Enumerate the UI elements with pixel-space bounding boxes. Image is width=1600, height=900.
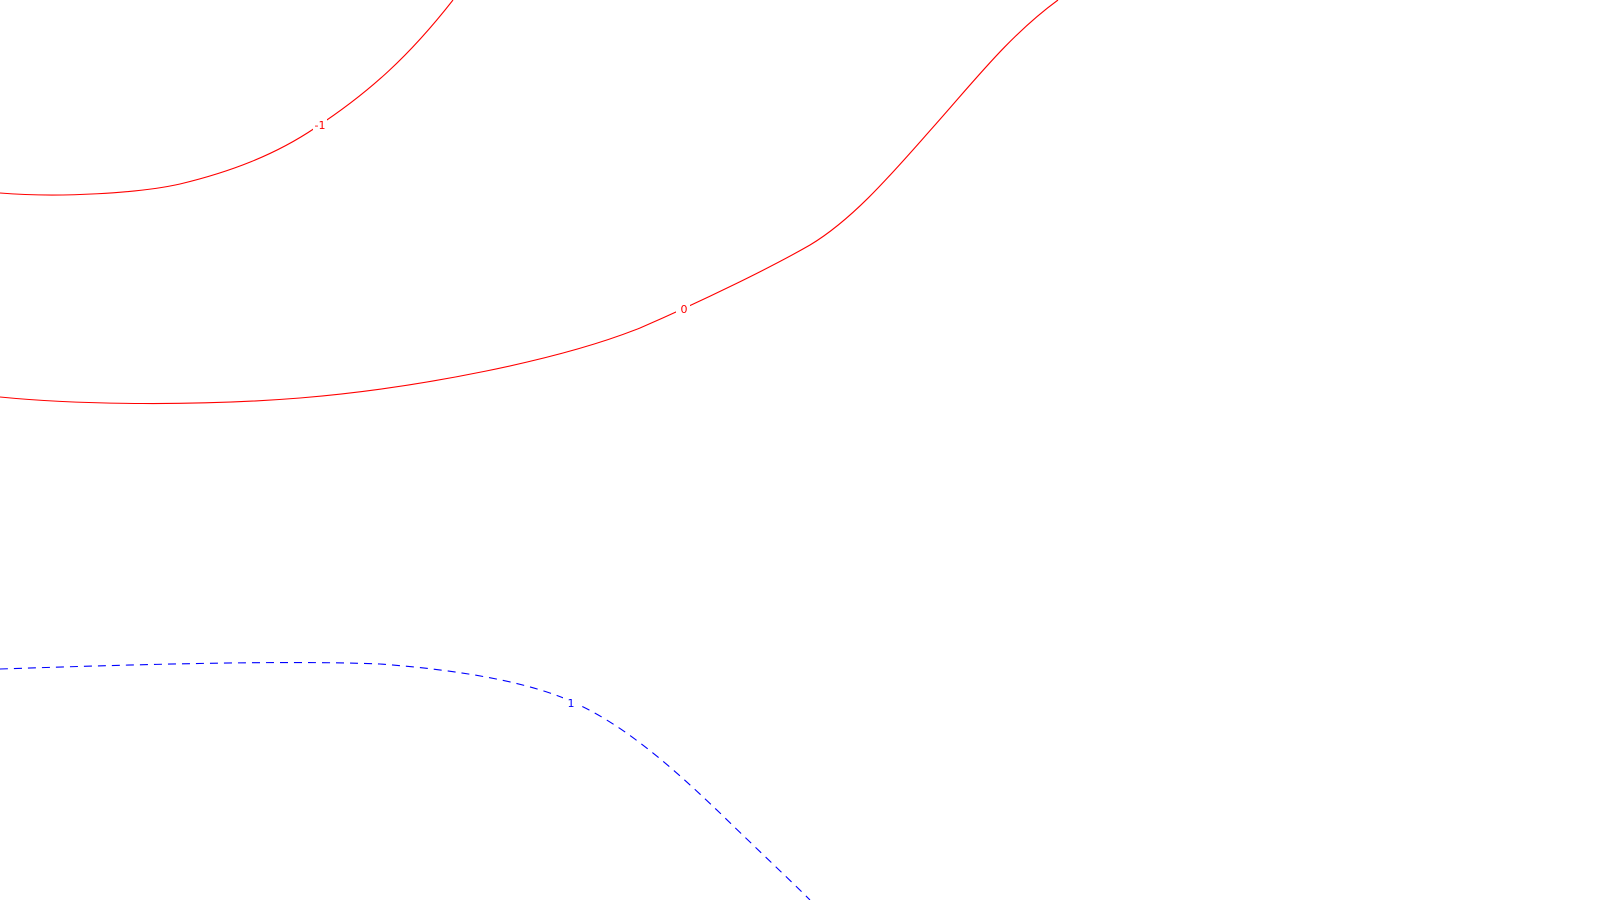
contour-label-1: 1 <box>568 697 575 710</box>
contour-group-neg1: -1 <box>0 0 454 196</box>
contour-group-0: 0 <box>0 0 1059 405</box>
contour-label-bg-neg1 <box>313 119 327 132</box>
contour-label-bg-0 <box>676 303 690 316</box>
contour-group-1: 1 <box>0 661 811 900</box>
contour-label-bg-1 <box>563 697 577 710</box>
contour-line-1 <box>0 661 811 900</box>
contour-label-0: 0 <box>681 303 688 316</box>
contour-label-neg1: -1 <box>315 119 326 132</box>
contour-line-neg1 <box>0 0 454 196</box>
contour-line-0 <box>0 0 1059 405</box>
